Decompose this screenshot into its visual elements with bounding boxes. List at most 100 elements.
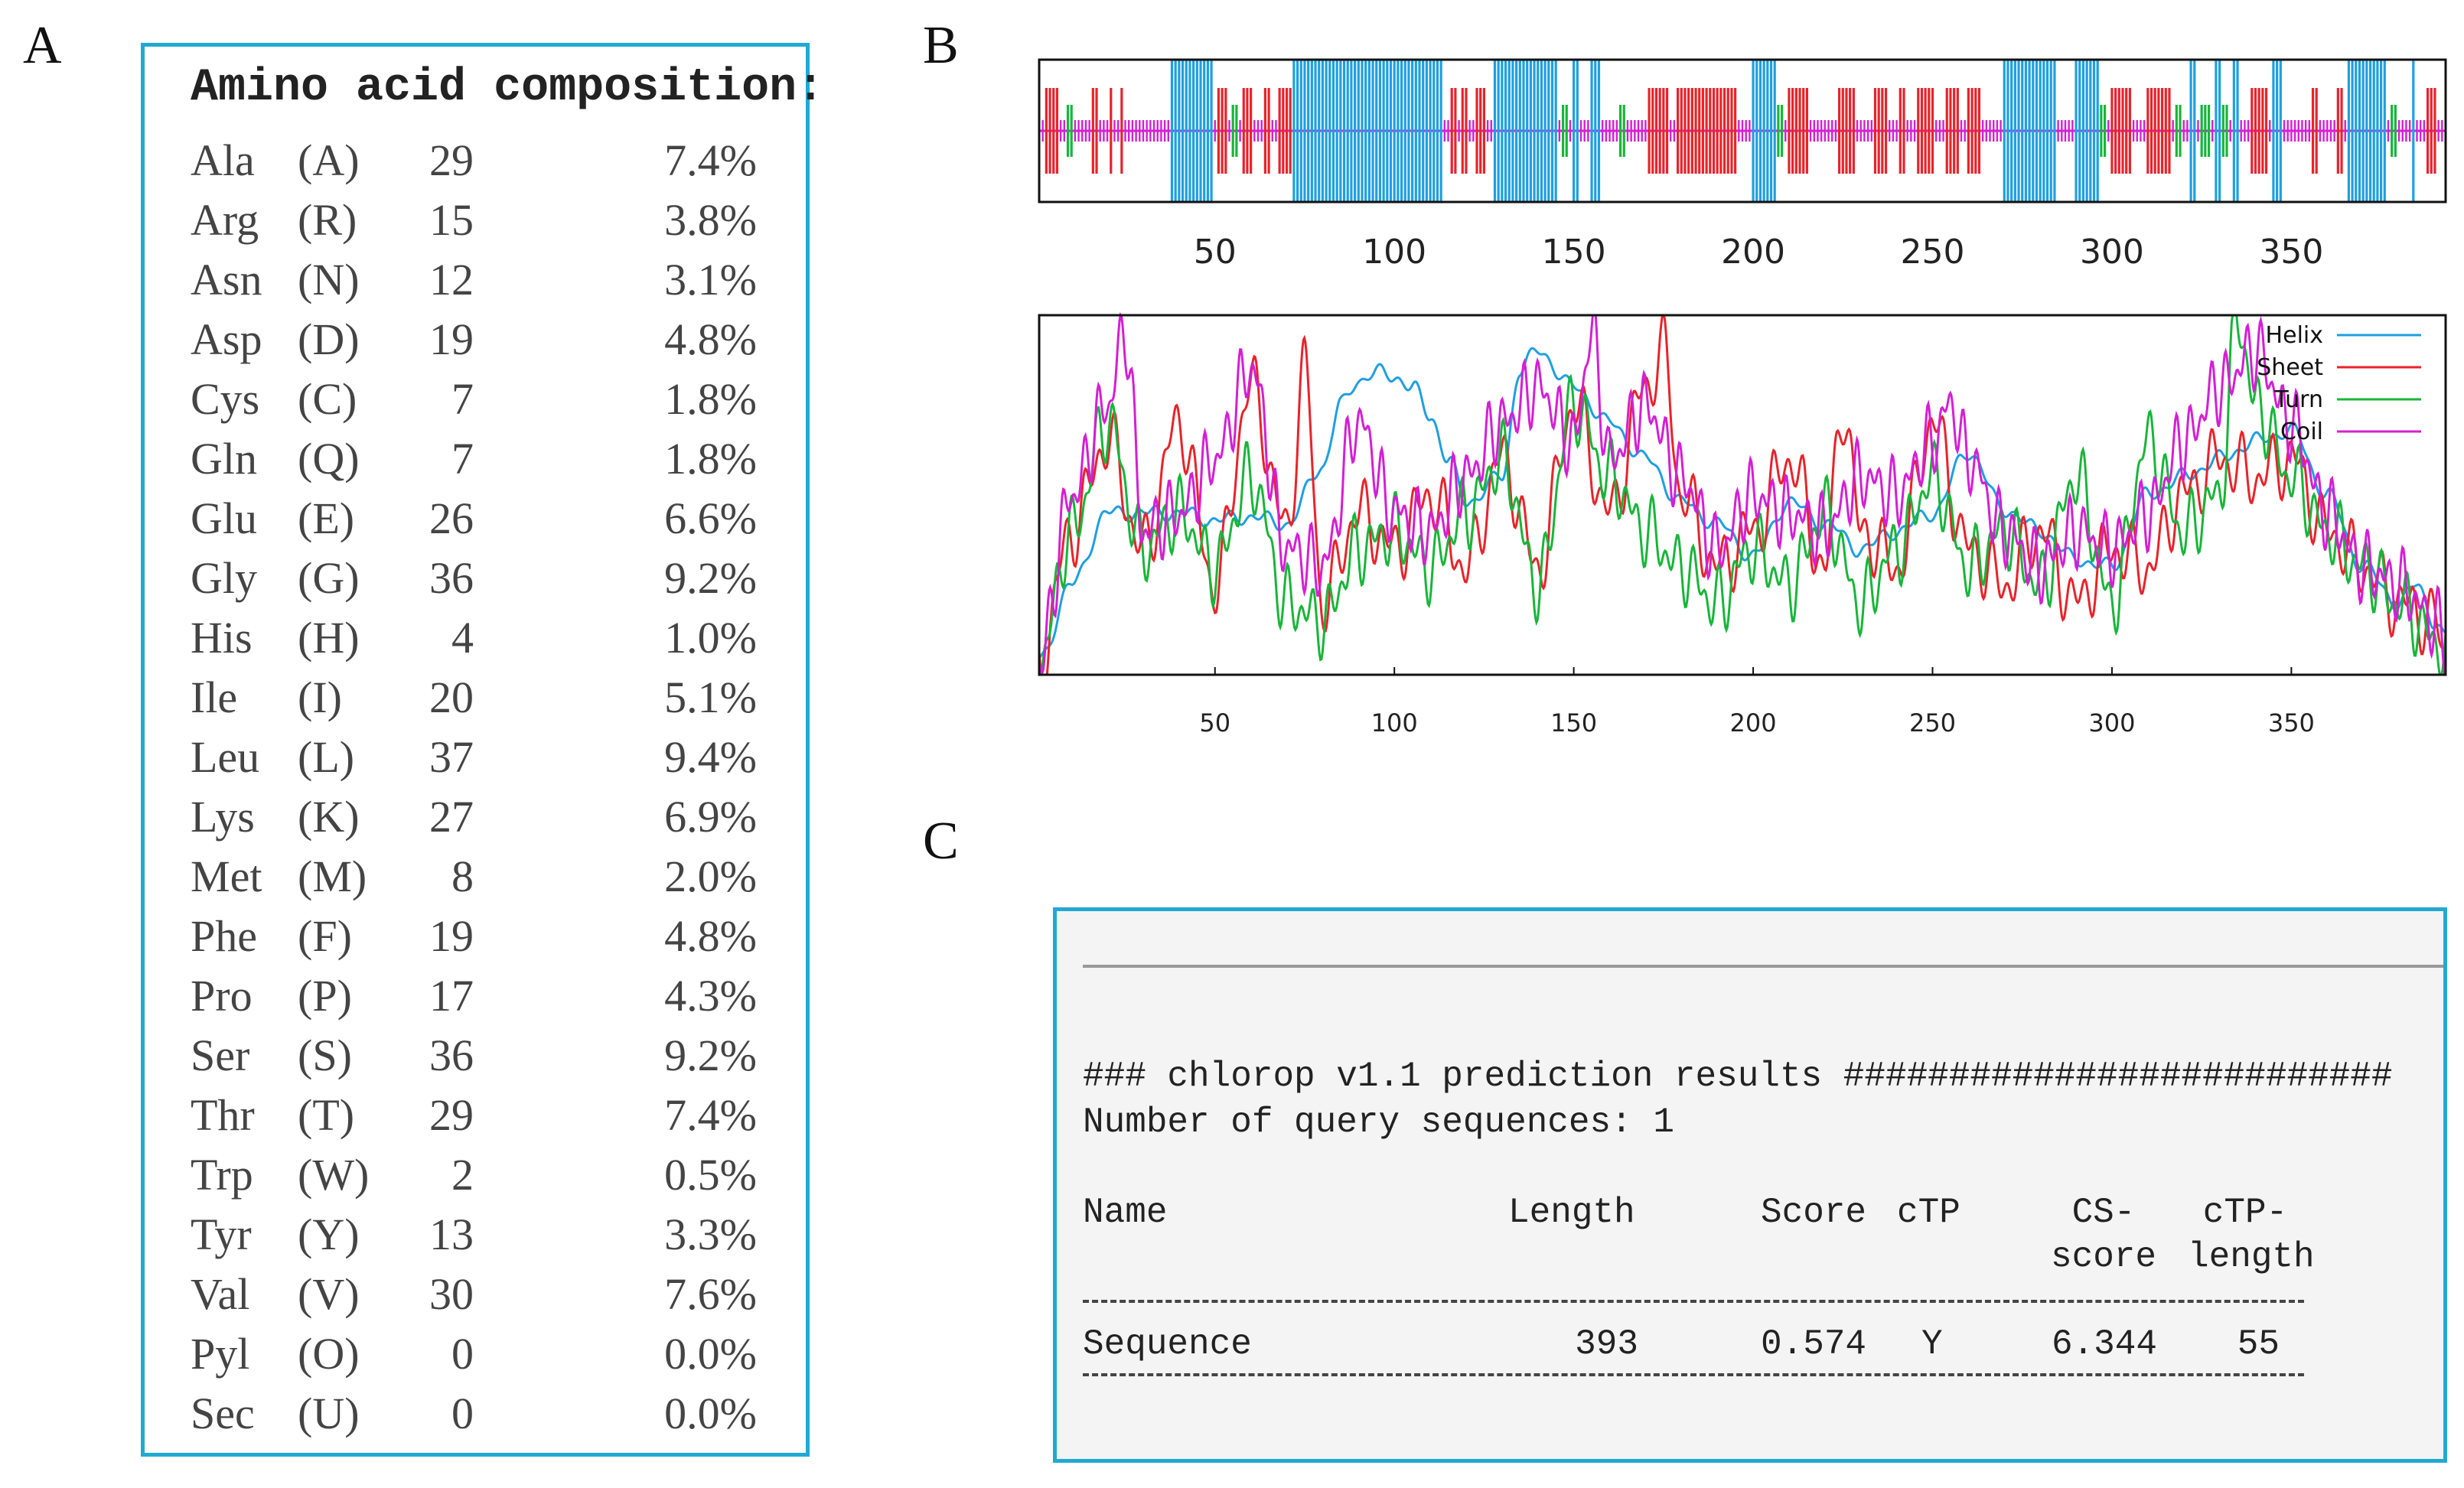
amino-acid-percent: 3.3% [664,1210,757,1259]
helix-bar [1418,60,1421,202]
amino-acid-percent: 3.1% [664,255,757,304]
track-tick-label: 300 [2080,233,2144,272]
helix-bar [2372,60,2375,202]
sheet-bar [2340,88,2343,174]
helix-bar [1543,60,1547,202]
helix-bar [1547,60,1550,202]
turn-bar [2175,105,2178,157]
row-name: Sequence [1083,1324,1252,1364]
helix-bar [1371,60,1374,202]
series-layer [1038,312,2447,676]
x-tick-label: 150 [1550,708,1597,737]
sheet-bar [1450,88,1453,174]
secondary-structure-probability-chart: 50 100 150 200 250 300 350 Helix Sheet Turn Coil [1038,312,2447,737]
sheet-bar [1658,88,1661,174]
sheet-bar [1095,88,1098,174]
sheet-bar [1845,88,1848,174]
turn-bar [2103,105,2107,157]
helix-bar [1766,60,1769,202]
amino-acid-code: (U) [298,1389,360,1438]
amino-acid-code: (L) [298,732,355,782]
helix-bar [1314,60,1317,202]
helix-bar [1758,60,1762,202]
helix-bar [1178,60,1181,202]
sheet-bar [2125,88,2128,174]
helix-bar [1292,60,1296,202]
helix-bar [1573,60,1576,202]
helix-bar [1389,60,1393,202]
sheet-bar [1475,88,1478,174]
sheet-bar [1794,88,1797,174]
helix-bar [1303,60,1306,202]
helix-bar [2078,60,2081,202]
helix-bar [2028,60,2031,202]
table-divider-bottom [1083,1373,2304,1376]
amino-acid-row: Arg (R) 15 3.8% [191,194,787,254]
sheet-bar [1263,88,1266,174]
sheet-bar [2311,88,2315,174]
amino-acid-code: (Q) [298,434,360,484]
sheet-bar [1048,88,1051,174]
sheet-bar [1712,88,1716,174]
amino-acid-count: 15 [429,195,474,245]
helix-bar [2045,60,2049,202]
sheet-bar [2168,88,2171,174]
helix-bar [1361,60,1364,202]
helix-bar [1181,60,1185,202]
sheet-bar [2117,88,2120,174]
col-ctp-length-line1: cTP- [2202,1193,2288,1232]
helix-bar [1432,60,1436,202]
amino-acid-row: Phe (F) 19 4.8% [191,910,787,970]
amino-acid-row: Lys (K) 27 6.9% [191,791,787,851]
amino-acid-code: (E) [298,493,355,543]
amino-acid-name: Met [191,851,262,901]
series-line-helix [1038,347,2447,659]
amino-acid-percent: 9.4% [664,732,757,782]
helix-bar [2358,60,2361,202]
row-length: 393 [1575,1324,1638,1364]
helix-bar [1493,60,1497,202]
amino-acid-name: Asp [191,314,262,364]
sheet-bar [1651,88,1654,174]
helix-bar [2276,60,2279,202]
turn-bar [1231,105,1234,157]
helix-bar [1497,60,1500,202]
helix-bar [1597,60,1601,202]
helix-bar [2032,60,2035,202]
helix-bar [2042,60,2045,202]
sheet-bar [2430,88,2433,174]
helix-bar [2075,60,2078,202]
sheet-bar [1967,88,1970,174]
x-tick-label: 350 [2268,708,2315,737]
amino-acid-code: (P) [298,971,352,1021]
sheet-bar [1805,88,1808,174]
sheet-bar [1677,88,1680,174]
helix-bar [2189,60,2192,202]
amino-acid-name: Lys [191,792,255,842]
col-ctp-length-line2: length [2188,1237,2315,1277]
amino-acid-percent: 4.8% [664,314,757,364]
series-line-turn [1039,314,2447,676]
sheet-bar [1709,88,1712,174]
series-line-coil [1038,312,2446,676]
x-tick-label: 250 [1909,708,1956,737]
panel-label-c: C [923,812,959,871]
helix-bar [2272,60,2275,202]
amino-acid-code: (F) [298,911,352,961]
sheet-bar [1852,88,1855,174]
sheet-bar [1788,88,1791,174]
amino-acid-count: 36 [429,553,474,603]
sheet-bar [1726,88,1729,174]
helix-bar [1210,60,1213,202]
sheet-bar [1242,88,1245,174]
helix-bar [1429,60,1432,202]
amino-acid-name: Trp [191,1150,253,1200]
helix-bar [1364,60,1367,202]
sheet-bar [1719,88,1723,174]
panel-label-b: B [923,16,959,75]
amino-acid-count: 19 [429,911,474,961]
chart-frame [1038,314,2447,676]
sheet-bar [2157,88,2160,174]
amino-acid-row: Cys (C) 7 1.8% [191,373,787,433]
amino-acid-percent: 7.4% [664,1090,757,1140]
